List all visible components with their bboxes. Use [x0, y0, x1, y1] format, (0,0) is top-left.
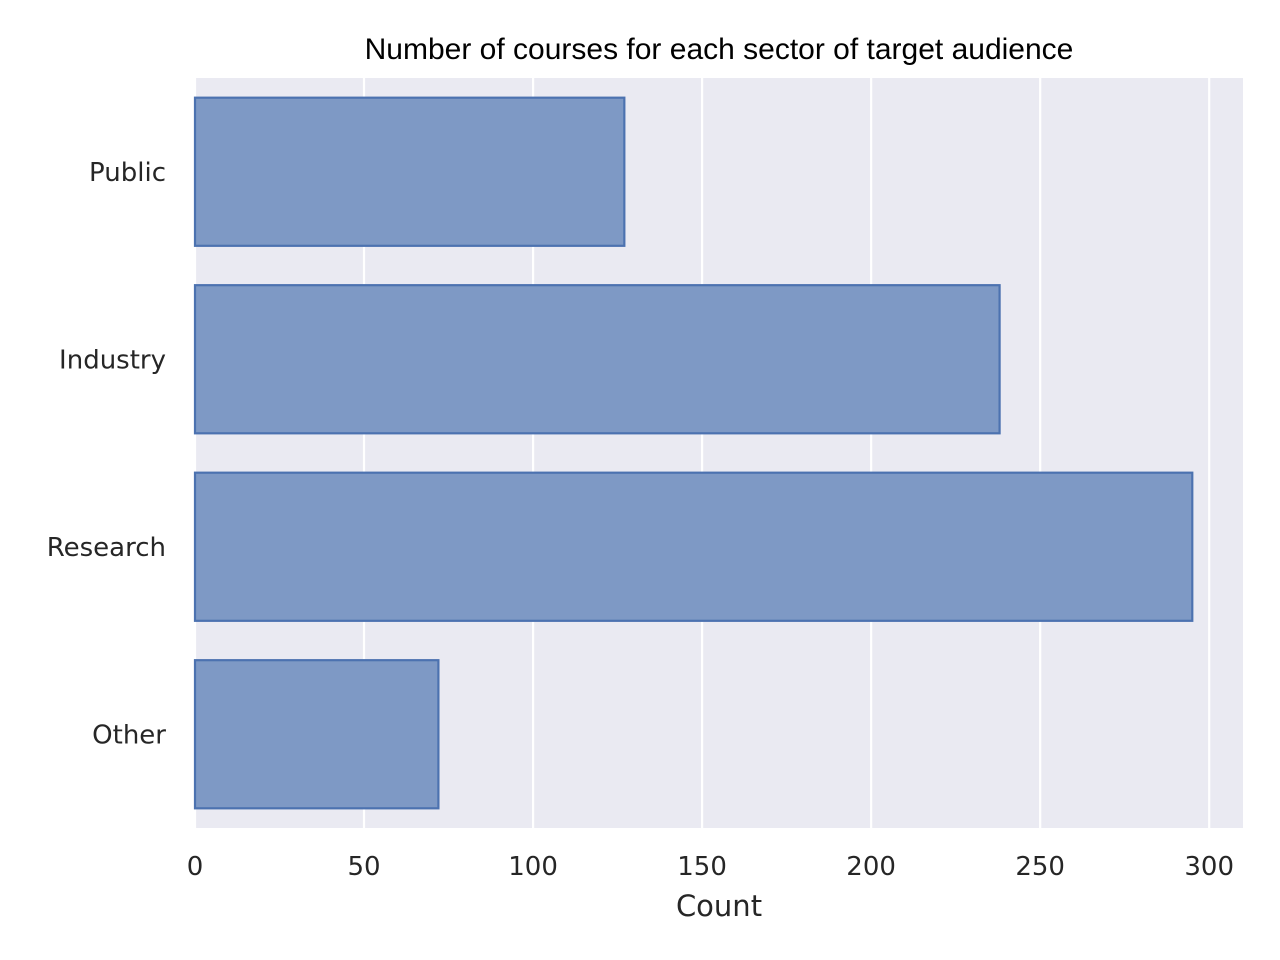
bar-industry: [193, 284, 1001, 435]
y-tick-label: Research: [47, 533, 166, 563]
y-tick-label: Other: [92, 720, 166, 750]
y-tick-labels: Public Industry Research Other: [47, 158, 167, 751]
bars: [193, 96, 1194, 810]
y-tick-label: Industry: [59, 345, 166, 375]
bar-public: [193, 96, 626, 247]
x-tick-label: 200: [846, 852, 896, 882]
x-tick-label: 0: [187, 852, 204, 882]
x-tick-label: 250: [1015, 852, 1065, 882]
y-tick-label: Public: [89, 158, 166, 188]
x-tick-labels: 0 50 100 150 200 250 300: [187, 852, 1234, 882]
x-tick-label: 300: [1184, 852, 1234, 882]
x-tick-label: 100: [508, 852, 558, 882]
x-tick-label: 150: [677, 852, 727, 882]
chart-title: Number of courses for each sector of tar…: [365, 33, 1074, 66]
bar-other: [193, 659, 440, 810]
x-axis-label: Count: [676, 889, 762, 923]
x-tick-label: 50: [347, 852, 380, 882]
bar-research: [193, 471, 1194, 622]
